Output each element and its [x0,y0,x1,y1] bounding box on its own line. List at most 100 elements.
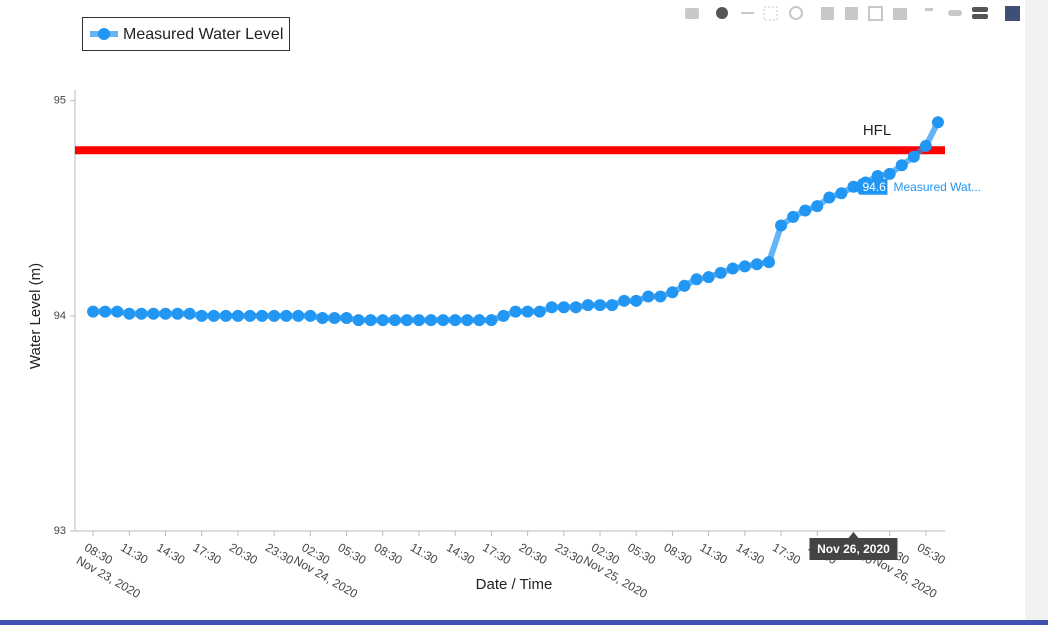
data-point [895,159,908,172]
data-point [388,314,401,327]
x-tick-label: 17:30 [191,540,224,567]
data-point [87,305,100,318]
data-point [581,299,594,312]
hover-value: 94.6 [862,180,886,194]
data-point [437,314,450,327]
data-point [473,314,486,327]
data-point [919,139,932,152]
data-point [292,309,305,322]
data-point [775,219,788,232]
legend-label: Measured Water Level [123,26,283,43]
data-point [678,279,691,292]
x-axis-title: Date / Time [476,576,553,593]
data-point [630,294,643,307]
data-point [425,314,438,327]
hover-compare-icon[interactable] [972,7,988,12]
data-point [352,314,365,327]
hover-x-box [809,532,898,560]
data-point [159,307,172,320]
data-point [219,309,232,322]
data-point [171,307,184,320]
data-point [183,307,196,320]
data-point [231,309,244,322]
data-point [799,204,812,217]
x-tick-label: 05:30 [915,540,948,567]
data-point [545,301,558,314]
x-tick-label: 08:30 [372,540,405,567]
data-point [280,309,293,322]
data-point [750,258,763,271]
data-point [412,314,425,327]
data-point [497,309,510,322]
data-point [606,299,619,312]
x-tick-label: 05:30 [335,540,368,567]
data-point [738,260,751,273]
data-point [811,200,824,213]
x-tick-label: 08:30 [661,540,694,567]
x-tick-label: 11:30 [408,540,441,567]
spike-icon[interactable] [925,8,933,11]
data-point [99,305,112,318]
data-point [207,309,220,322]
data-point [823,191,836,204]
y-tick-label: 93 [54,525,66,537]
hfl-label: HFL [863,122,891,139]
data-point [787,210,800,223]
data-point [931,116,944,129]
data-point [907,150,920,163]
x-tick-label: 20:30 [227,540,260,567]
data-point [762,256,775,269]
zoom-out-icon[interactable] [845,7,858,20]
hover-x-label: Nov 26, 2020 [817,542,890,556]
x-tick-label: 20:30 [517,540,550,567]
bottom-bar [0,620,1048,625]
data-point [726,262,739,275]
home-icon[interactable] [893,8,907,20]
data-point [364,314,377,327]
hover-name: Measured Wat... [893,180,981,194]
x-tick-label: 17:30 [770,540,803,567]
data-point [316,312,329,325]
data-point [340,312,353,325]
x-tick-label: 11:30 [118,540,151,567]
zoom-in-icon[interactable] [821,7,834,20]
hover-box [853,178,888,195]
data-point [509,305,522,318]
data-point [111,305,124,318]
autoscale-icon[interactable] [868,6,883,21]
zoom-icon[interactable] [716,7,728,19]
data-point [702,271,715,284]
hover-closest-icon[interactable] [948,10,962,16]
data-point [244,309,257,322]
data-point [400,314,413,327]
data-point [642,290,655,303]
data-point [569,301,582,314]
y-tick-label: 94 [54,310,66,322]
side-strip [1025,0,1048,620]
hover-compare-icon[interactable] [972,14,988,19]
data-point [557,301,570,314]
data-point [654,290,667,303]
legend-marker [98,28,110,40]
pan-icon[interactable] [741,12,754,14]
data-point [147,307,160,320]
x-tick-label: 14:30 [734,540,767,567]
x-tick-label: 14:30 [154,540,187,567]
data-point [883,167,896,180]
y-axis-title: Water Level (m) [27,263,44,369]
modebar[interactable] [685,6,1020,21]
lasso-icon[interactable] [789,6,803,20]
x-tick-label: 11:30 [698,540,731,567]
data-point [521,305,534,318]
data-point [376,314,389,327]
data-point [195,309,208,322]
data-point [618,294,631,307]
data-point [135,307,148,320]
x-tick-label: 17:30 [480,540,513,567]
data-point [328,312,341,325]
select-icon[interactable] [763,6,778,21]
camera-icon[interactable] [685,8,699,19]
plotly-logo[interactable] [1005,6,1020,21]
